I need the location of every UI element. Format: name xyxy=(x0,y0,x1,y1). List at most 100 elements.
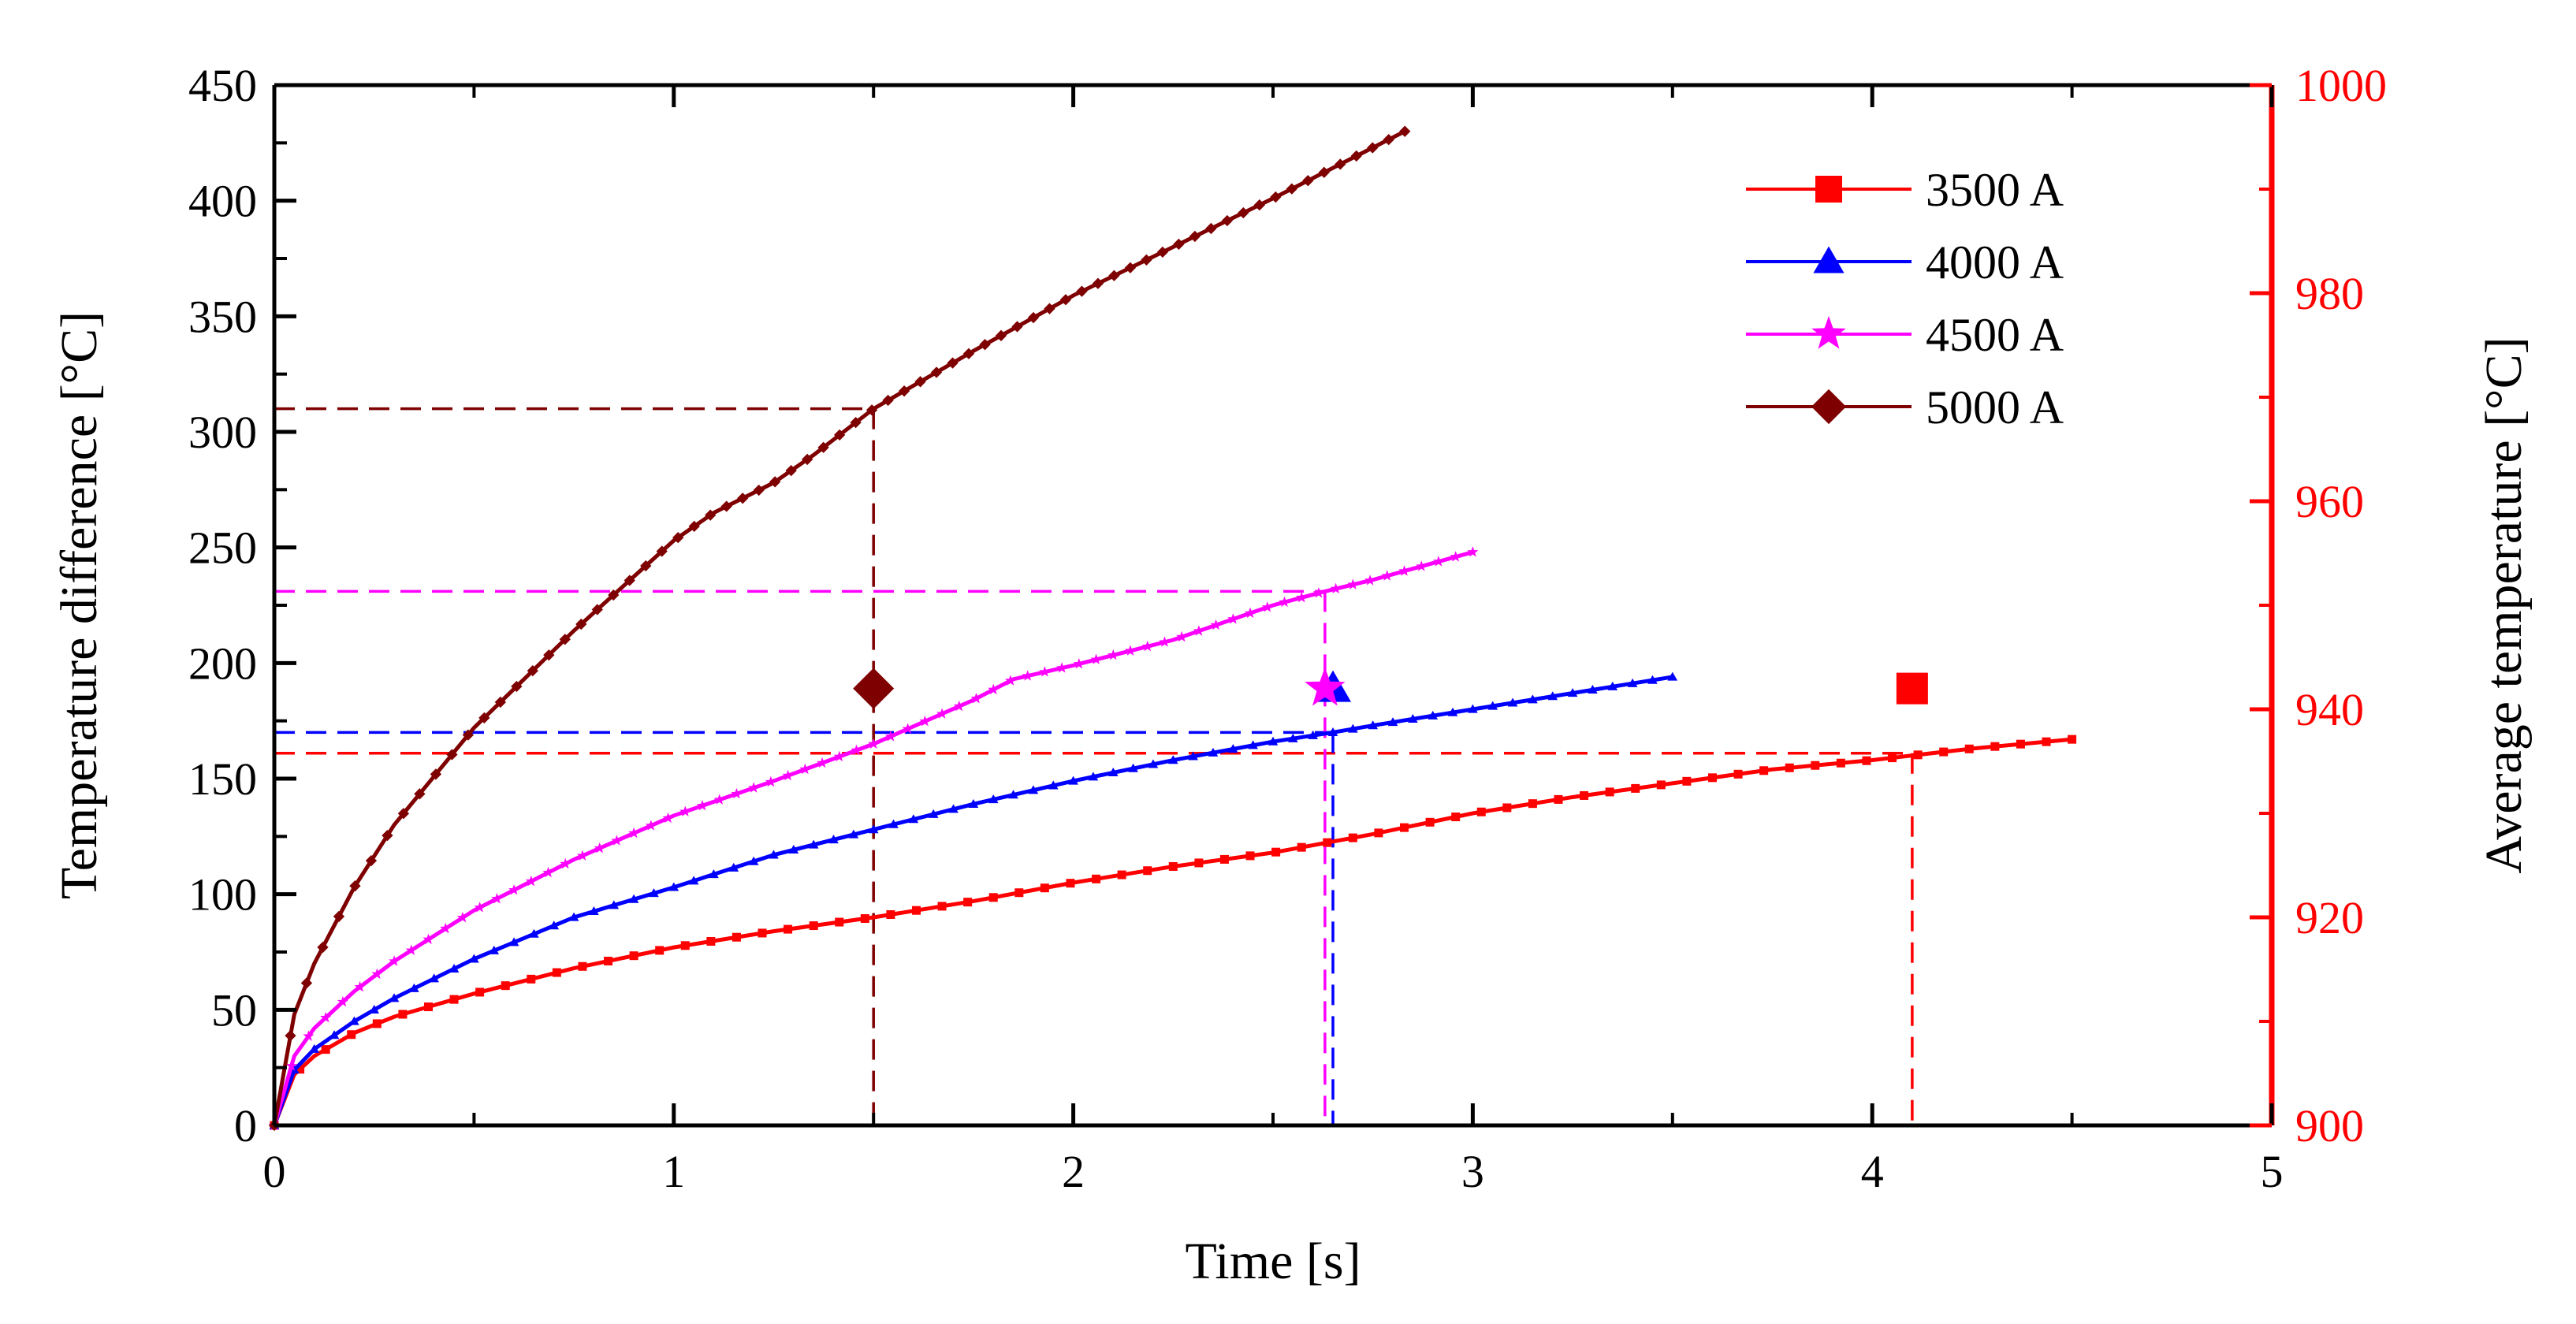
series-marker-4000-A xyxy=(668,882,679,891)
series-marker-3500-A xyxy=(423,1002,433,1012)
series-marker-5000-A xyxy=(737,493,749,504)
series-marker-3500-A xyxy=(963,898,973,907)
series-marker-5000-A xyxy=(511,680,523,693)
series-marker-4000-A xyxy=(709,869,719,879)
avg-temp-point-4500-A xyxy=(1305,667,1346,706)
average-temperature-points xyxy=(853,667,1928,709)
series-marker-3500-A xyxy=(321,1045,330,1054)
series-marker-5000-A xyxy=(1238,206,1249,219)
x-tick-label: 4 xyxy=(1861,1146,1884,1197)
series-marker-3500-A xyxy=(1707,773,1717,783)
series-marker-4000-A xyxy=(1348,723,1358,733)
series-marker-4500-A xyxy=(833,750,845,762)
series-marker-3500-A xyxy=(1836,758,1845,768)
series-marker-4500-A xyxy=(1159,636,1171,647)
series-marker-4500-A xyxy=(1193,625,1204,636)
series-marker-4500-A xyxy=(731,787,743,799)
series-marker-4000-A xyxy=(1028,785,1039,794)
legend-marker-4000-A xyxy=(1813,246,1845,273)
series-marker-3500-A xyxy=(784,924,793,934)
series-marker-4500-A xyxy=(1467,546,1479,557)
series-marker-3500-A xyxy=(1040,883,1049,893)
series-marker-5000-A xyxy=(1286,183,1297,195)
series-marker-4500-A xyxy=(679,805,691,816)
series-marker-4500-A xyxy=(1039,666,1051,677)
series-marker-4500-A xyxy=(1022,670,1033,681)
series-marker-4500-A xyxy=(1124,645,1137,656)
series-marker-3500-A xyxy=(680,941,690,950)
series-marker-5000-A xyxy=(688,520,700,533)
series-marker-5000-A xyxy=(720,500,732,512)
series-marker-4000-A xyxy=(1607,681,1618,690)
series-marker-4000-A xyxy=(1208,747,1219,757)
series-marker-3500-A xyxy=(449,995,459,1004)
series-marker-5000-A xyxy=(865,404,878,416)
series-marker-5000-A xyxy=(979,339,991,351)
series-marker-4000-A xyxy=(609,900,620,909)
series-line-3500-A xyxy=(272,737,2072,1126)
series-marker-4500-A xyxy=(902,723,914,734)
series-marker-4500-A xyxy=(594,842,605,854)
series-marker-5000-A xyxy=(462,729,475,741)
series-marker-4500-A xyxy=(611,835,623,846)
series-marker-3500-A xyxy=(629,951,638,961)
series-marker-4500-A xyxy=(1416,560,1428,571)
x-axis-label: Time [s] xyxy=(1185,1233,1361,1290)
y-tick-label: 150 xyxy=(188,753,257,805)
series-marker-3500-A xyxy=(1964,744,1974,753)
x-tick-label: 3 xyxy=(1461,1146,1484,1197)
x-tick-label: 5 xyxy=(2261,1146,2284,1197)
series-marker-5000-A xyxy=(543,649,555,661)
series-marker-3500-A xyxy=(1605,787,1614,797)
series-marker-3500-A xyxy=(886,909,895,919)
series-marker-3500-A xyxy=(1656,780,1666,790)
y-axis-label: Temperature difference [°C] xyxy=(50,311,108,899)
series-marker-4000-A xyxy=(868,824,879,834)
series-marker-3500-A xyxy=(1245,851,1255,861)
series-marker-4000-A xyxy=(1327,727,1338,737)
series-marker-3500-A xyxy=(347,1030,356,1039)
series-marker-5000-A xyxy=(1059,294,1072,306)
series-marker-4500-A xyxy=(645,820,657,831)
series-marker-4000-A xyxy=(1547,691,1558,701)
series-marker-4000-A xyxy=(1167,755,1178,764)
series-marker-4000-A xyxy=(369,1005,380,1014)
series-marker-5000-A xyxy=(1044,303,1055,314)
axes: 0 1 2 3 4 50501001502002503003504004509009209… xyxy=(50,60,2533,1290)
series-marker-5000-A xyxy=(995,329,1007,341)
series-marker-3500-A xyxy=(988,893,998,902)
series-marker-5000-A xyxy=(1383,133,1394,146)
series-marker-4500-A xyxy=(1398,565,1410,576)
series-marker-5000-A xyxy=(1350,150,1362,162)
series-marker-4000-A xyxy=(1068,775,1078,785)
series-marker-5000-A xyxy=(1318,166,1330,178)
y2-tick-label: 980 xyxy=(2295,268,2364,319)
series-marker-3500-A xyxy=(1219,854,1229,864)
series-marker-3500-A xyxy=(706,937,716,947)
series-marker-5000-A xyxy=(882,394,894,407)
series-marker-4000-A xyxy=(1107,768,1119,777)
series-marker-3500-A xyxy=(1631,783,1640,793)
series-marker-5000-A xyxy=(801,453,813,466)
series-marker-3500-A xyxy=(809,921,818,931)
series-marker-3500-A xyxy=(1939,747,1949,757)
y-tick-label: 250 xyxy=(188,523,257,574)
series-marker-4500-A xyxy=(884,731,896,742)
series-marker-3500-A xyxy=(860,914,869,924)
series-marker-3500-A xyxy=(604,956,613,965)
y2-tick-label: 940 xyxy=(2295,684,2364,735)
series-marker-4000-A xyxy=(529,928,539,938)
series-marker-3500-A xyxy=(1554,794,1563,804)
series-marker-3500-A xyxy=(1528,799,1537,809)
series-marker-4500-A xyxy=(1004,675,1017,686)
series-marker-4000-A xyxy=(1627,678,1638,687)
series-marker-4000-A xyxy=(1088,772,1099,781)
series-marker-5000-A xyxy=(527,664,538,677)
crosshair-lines xyxy=(274,407,1914,1125)
series-marker-5000-A xyxy=(1141,254,1152,266)
series-marker-5000-A xyxy=(1011,321,1023,333)
series-marker-4000-A xyxy=(1227,744,1238,753)
series-marker-4500-A xyxy=(456,911,468,923)
series-marker-4500-A xyxy=(560,857,571,869)
